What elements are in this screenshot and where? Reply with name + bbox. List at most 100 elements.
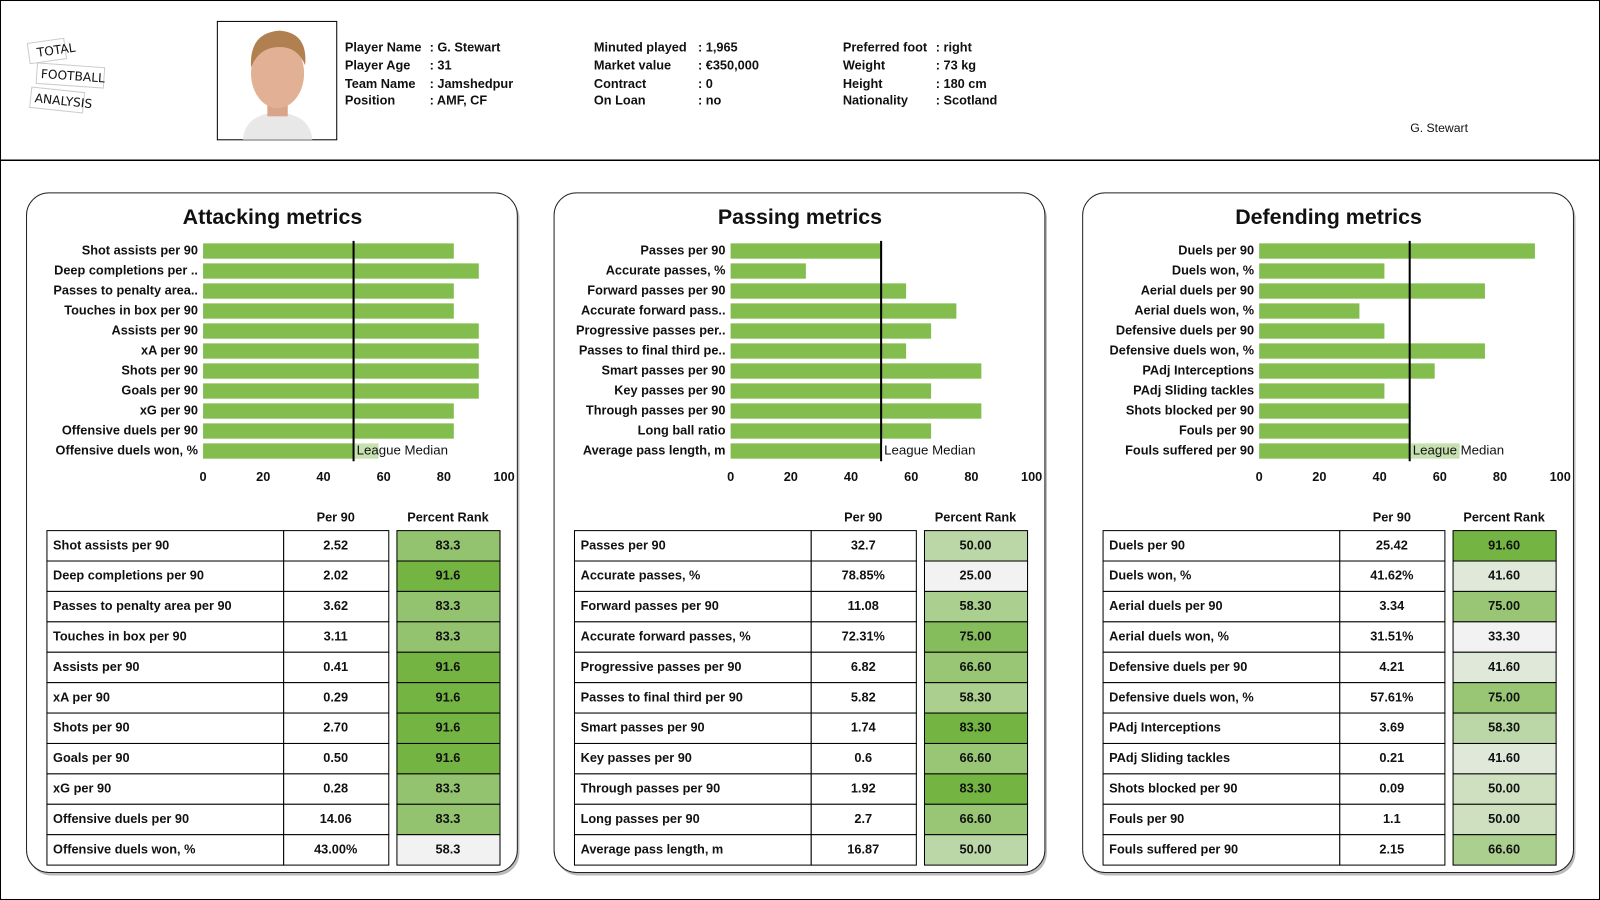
bar-label: Average pass length, m xyxy=(583,442,726,457)
name-cell xyxy=(573,590,812,623)
name-cell xyxy=(46,530,285,562)
name-cell xyxy=(1102,834,1341,866)
bar-label: Duels per 90 xyxy=(1178,242,1254,257)
bar-label: PAdj Interceptions xyxy=(1142,362,1254,377)
value-cell xyxy=(283,834,390,866)
value-cell xyxy=(283,742,390,775)
median-label: League Median xyxy=(1413,443,1504,458)
metric-name: Passes to penalty area per 90 xyxy=(53,598,232,613)
metric-name: PAdj Interceptions xyxy=(1109,720,1221,735)
percent-rank: 83.30 xyxy=(960,781,992,796)
value-cell xyxy=(810,530,917,562)
per90-value: 0.50 xyxy=(323,750,348,765)
per90-value: 2.7 xyxy=(854,811,872,826)
per90-value: 3.11 xyxy=(324,629,348,644)
bar-label: Touches in box per 90 xyxy=(64,302,198,317)
bar xyxy=(730,423,932,439)
name-cell xyxy=(46,742,285,775)
per90-value: 4.21 xyxy=(1379,659,1404,674)
value-cell xyxy=(810,742,917,775)
metric-name: Accurate forward passes, % xyxy=(581,629,751,644)
per90-value: 3.69 xyxy=(1379,720,1404,735)
info-label: Minuted played xyxy=(594,39,687,54)
rank-cell xyxy=(923,712,1029,744)
name-cell xyxy=(46,834,285,866)
metric-name: Aerial duels per 90 xyxy=(1109,598,1222,613)
shirt xyxy=(242,112,313,140)
bar xyxy=(203,243,454,259)
metric-name: Aerial duels won, % xyxy=(1109,629,1229,644)
name-cell xyxy=(1102,621,1341,653)
info-value: : 1,965 xyxy=(698,39,738,54)
player-photo xyxy=(216,20,338,141)
value-cell xyxy=(1339,621,1446,653)
percent-rank: 50.00 xyxy=(1488,781,1520,796)
metric-name: Offensive duels per 90 xyxy=(53,811,189,826)
bar xyxy=(1259,323,1385,339)
bar-label: Aerial duels won, % xyxy=(1134,302,1254,317)
name-cell xyxy=(573,560,812,592)
column-header: Per 90 xyxy=(317,510,355,525)
per90-value: 1.74 xyxy=(851,720,877,735)
bar-label: Assists per 90 xyxy=(111,322,197,337)
bar xyxy=(203,423,454,439)
bar-label: Defensive duels per 90 xyxy=(1116,322,1254,337)
name-cell xyxy=(573,773,812,805)
metric-panel: Attacking metrics Shot assists per 90 Deep… xyxy=(26,192,520,876)
info-label: Height xyxy=(843,76,883,91)
logo-text: ANALYSIS xyxy=(34,91,93,111)
value-cell xyxy=(283,773,390,805)
column-header: Per 90 xyxy=(1373,510,1411,525)
percent-rank: 91.6 xyxy=(436,720,461,735)
metric-name: xA per 90 xyxy=(53,689,110,704)
metric-name: Average pass length, m xyxy=(581,841,724,856)
percent-rank: 50.00 xyxy=(1488,811,1520,826)
info-label: Team Name xyxy=(345,76,416,91)
bar xyxy=(730,343,907,359)
metric-name: Offensive duels won, % xyxy=(53,841,195,856)
info-value: : AMF, CF xyxy=(430,92,488,107)
bar xyxy=(203,263,479,279)
bar-label: xG per 90 xyxy=(140,402,198,417)
percent-rank: 83.30 xyxy=(960,720,992,735)
rank-cell xyxy=(396,530,501,562)
player-caption: G. Stewart xyxy=(1410,121,1468,135)
metric-name: xG per 90 xyxy=(53,781,111,796)
bar xyxy=(203,303,454,319)
logo: TOTAL FOOTBALL ANALYSIS xyxy=(26,37,106,114)
percent-rank: 91.6 xyxy=(436,659,461,674)
percent-rank: 66.60 xyxy=(1488,841,1520,856)
name-cell xyxy=(1102,682,1341,714)
name-cell xyxy=(46,803,285,836)
rank-cell xyxy=(1452,834,1557,866)
metric-name: Deep completions per 90 xyxy=(53,568,204,583)
bar xyxy=(1259,343,1485,359)
percent-rank: 50.00 xyxy=(960,537,992,552)
value-cell xyxy=(283,590,390,623)
x-tick-label: 80 xyxy=(964,469,978,484)
per90-value: 0.41 xyxy=(323,659,348,674)
percent-rank: 91.60 xyxy=(1488,537,1520,552)
percent-rank: 41.60 xyxy=(1488,659,1520,674)
bar-label: Through passes per 90 xyxy=(586,402,726,417)
stats-table: Duels per 90 25.42 91.60 Duels won, % 41.62%… xyxy=(1102,530,1557,866)
bar xyxy=(203,443,379,459)
info-label: Contract xyxy=(594,76,647,91)
value-cell xyxy=(283,803,390,836)
rank-cell xyxy=(923,742,1029,775)
bar-label: Passes to final third pe.. xyxy=(579,342,726,357)
bar-label: Accurate forward pass.. xyxy=(581,302,726,317)
metric-name: Defensive duels won, % xyxy=(1109,689,1254,704)
bar xyxy=(730,263,806,279)
rank-cell xyxy=(1452,803,1557,836)
rank-cell xyxy=(1452,590,1557,623)
value-cell xyxy=(810,682,917,714)
value-cell xyxy=(1339,651,1446,684)
info-value: : G. Stewart xyxy=(430,39,502,54)
rank-cell xyxy=(923,803,1029,836)
metric-name: Through passes per 90 xyxy=(581,781,721,796)
panel-title: Defending metrics xyxy=(1235,205,1422,229)
bar xyxy=(203,363,479,379)
metric-name: Long passes per 90 xyxy=(581,811,700,826)
bar-label: Fouls per 90 xyxy=(1179,422,1254,437)
